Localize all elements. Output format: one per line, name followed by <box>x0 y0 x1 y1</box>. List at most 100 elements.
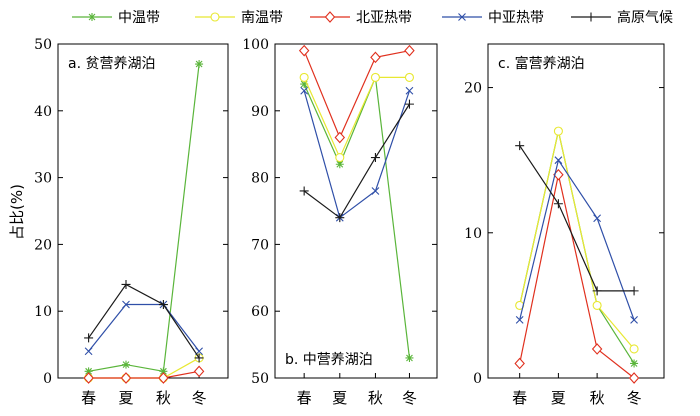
data-point <box>404 72 415 82</box>
y-tick-label: 0 <box>473 371 482 387</box>
legend-item-4: 中亚热带 <box>442 10 544 26</box>
y-tick-label: 10 <box>464 226 482 242</box>
y-tick-label: 80 <box>251 171 269 187</box>
panel-3-series-5 <box>515 141 639 296</box>
data-point <box>404 99 414 109</box>
x-tick-label: 秋 <box>156 389 171 407</box>
data-point <box>553 126 563 136</box>
data-point <box>84 333 94 343</box>
data-point <box>335 213 345 223</box>
chart-panels: 01020304050春夏秋冬a. 贫营养湖泊5060708090100春夏秋冬… <box>34 37 665 407</box>
series-line <box>303 90 411 219</box>
legend-marker <box>210 12 220 22</box>
legend-label: 高原气候 <box>617 9 673 26</box>
data-point <box>629 344 639 354</box>
x-tick-label: 冬 <box>402 389 417 407</box>
data-point <box>592 300 602 310</box>
data-point <box>630 316 638 324</box>
y-tick-label: 30 <box>34 171 52 187</box>
data-point <box>83 372 94 384</box>
data-point <box>370 51 381 64</box>
plot-frame <box>274 43 438 379</box>
y-tick-label: 0 <box>43 371 52 387</box>
x-tick-label: 冬 <box>627 389 642 407</box>
data-point <box>515 316 524 324</box>
panel-1-series-3 <box>83 365 205 384</box>
series-line <box>303 76 410 160</box>
x-tick-label: 春 <box>297 389 312 407</box>
legend-label: 中温带 <box>118 10 160 26</box>
data-point <box>370 153 380 163</box>
plot-frame <box>57 43 229 379</box>
legend-label: 中亚热带 <box>488 10 544 26</box>
series-line <box>88 370 200 379</box>
data-point <box>405 353 414 362</box>
data-point <box>335 160 344 169</box>
data-point <box>591 343 603 355</box>
series-line <box>519 174 635 379</box>
data-point <box>193 365 205 378</box>
y-tick-label: 70 <box>251 237 269 253</box>
data-point <box>122 300 130 309</box>
x-tick-label: 秋 <box>590 389 605 407</box>
data-point <box>84 347 93 356</box>
y-tick-label: 60 <box>251 304 269 320</box>
data-point <box>122 360 130 369</box>
panel-3-series-3 <box>514 168 640 384</box>
y-tick-label: 50 <box>251 371 269 387</box>
panel-2-series-4 <box>300 86 414 222</box>
y-tick-label: 20 <box>34 237 52 253</box>
data-point <box>514 357 525 370</box>
panel-2: 50 60 70 80 90 100 春 夏 秋 冬 b. 中营养湖泊 <box>242 37 438 407</box>
data-point <box>158 372 169 384</box>
data-point <box>195 60 204 69</box>
data-point <box>194 353 204 363</box>
data-point <box>553 199 563 209</box>
data-point <box>158 300 168 310</box>
panel-1-series-4 <box>84 300 203 356</box>
panel-title: b. 中营养湖泊 <box>285 352 373 368</box>
data-point <box>371 187 380 195</box>
legend-item-1: 中温带 <box>72 10 160 26</box>
series-line <box>303 50 410 140</box>
data-point <box>370 72 380 82</box>
panel-title: a. 贫营养湖泊 <box>68 56 155 72</box>
data-point <box>592 286 602 296</box>
panel-1-series-5 <box>84 279 204 363</box>
data-point <box>299 72 309 82</box>
series-line <box>88 63 200 373</box>
legend-item-3: 北亚热带 <box>310 10 412 26</box>
legend-marker <box>88 13 96 21</box>
data-point <box>120 372 132 384</box>
panel-1-series-1 <box>84 60 204 376</box>
legend-marker <box>586 12 596 22</box>
x-tick-label: 夏 <box>332 389 347 407</box>
y-tick-label: 40 <box>34 104 52 120</box>
data-point <box>159 367 168 376</box>
legend-item-2: 南温带 <box>195 10 283 26</box>
data-point <box>554 156 563 165</box>
legend: 中温带 南温带 北亚热带 中亚热带 高原气候 <box>72 9 673 26</box>
y-tick-label: 20 <box>464 81 482 97</box>
x-tick-label: 秋 <box>368 389 383 407</box>
data-point <box>298 44 310 57</box>
panel-1: 0 10 20 30 40 50 春 夏 秋 冬 a. 贫营养湖泊 <box>34 37 229 407</box>
x-tick-label: 春 <box>512 389 527 407</box>
series-line <box>519 145 635 292</box>
series-line <box>88 283 200 359</box>
data-point <box>300 86 309 95</box>
panel-2-series-2 <box>299 72 415 163</box>
panel-2-series-1 <box>300 73 414 362</box>
panel-title: c. 富营养湖泊 <box>498 55 585 72</box>
data-point <box>334 131 346 144</box>
data-point <box>515 141 525 151</box>
series-line <box>303 75 411 359</box>
x-tick-label: 春 <box>81 389 96 407</box>
series-line <box>519 131 635 350</box>
data-point <box>404 44 415 57</box>
series-line <box>519 158 635 321</box>
legend-marker <box>324 11 336 23</box>
legend-item-5: 高原气候 <box>571 9 673 26</box>
panel-3: 0 10 20 春 夏 秋 冬 c. 富营养湖泊 <box>464 43 665 407</box>
